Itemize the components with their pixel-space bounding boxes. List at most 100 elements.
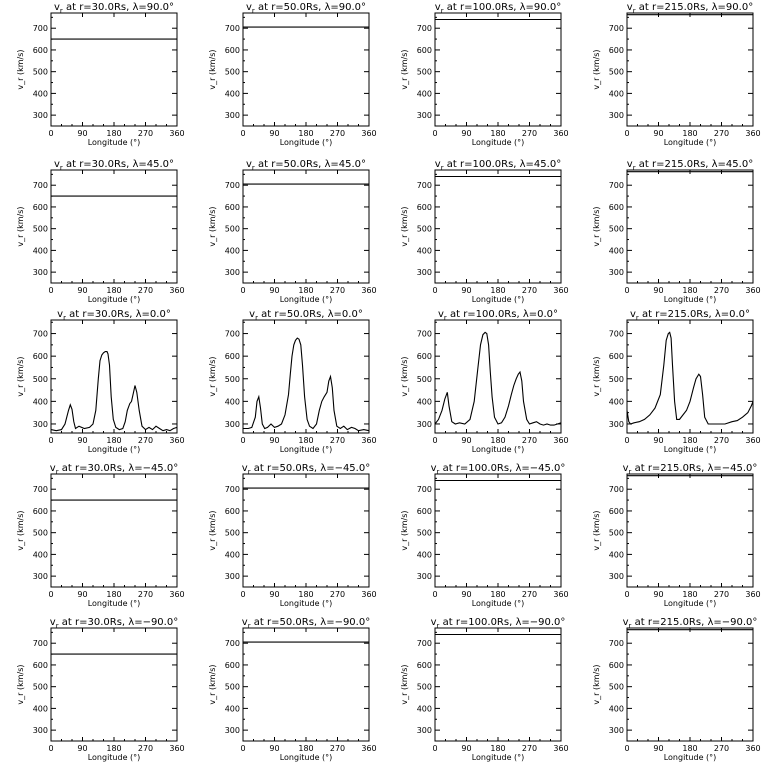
x-tick-label: 90 <box>269 129 279 138</box>
x-tick-label: 270 <box>714 744 729 753</box>
panel-title-rest: at r=50.0Rs, λ=−45.0° <box>251 463 371 474</box>
y-tick-label: 400 <box>417 246 432 255</box>
plot-frame <box>242 473 370 588</box>
y-tick-label: 700 <box>609 181 624 190</box>
x-tick-label: 90 <box>269 436 279 445</box>
x-tick-label: 360 <box>169 744 184 753</box>
panel-title: vr at r=215.0Rs, λ=90.0° <box>627 2 753 15</box>
y-tick-label: 400 <box>609 89 624 98</box>
y-axis-label: v_r (km/s) <box>208 510 217 550</box>
plot-frame <box>434 627 562 742</box>
y-tick-label: 500 <box>33 225 48 234</box>
panel-title-v: v <box>627 159 633 170</box>
x-tick-label: 180 <box>490 436 505 445</box>
y-axis-label: v_r (km/s) <box>592 49 601 89</box>
panel-title-sub: r <box>252 7 255 15</box>
panel-title-v: v <box>435 159 441 170</box>
y-tick-label: 400 <box>225 89 240 98</box>
y-axis-label: v_r (km/s) <box>16 664 25 704</box>
y-tick-label: 500 <box>225 375 240 384</box>
panel-title-v: v <box>50 617 56 628</box>
panel-title: vr at r=30.0Rs, λ=0.0° <box>57 309 171 322</box>
y-axis-label: v_r (km/s) <box>592 356 601 396</box>
y-tick-label: 300 <box>609 572 624 581</box>
panel-title-rest: at r=30.0Rs, λ=−90.0° <box>59 617 179 628</box>
plot-frame <box>434 169 562 284</box>
plot-frame <box>626 627 754 742</box>
y-tick-label: 400 <box>609 550 624 559</box>
panel-4-0: vr at r=30.0Rs, λ=−90.0° 0 90 180 270 360 300 4… <box>16 617 185 762</box>
y-tick-label: 600 <box>417 203 432 212</box>
x-tick-label: 180 <box>682 286 697 295</box>
x-tick-label: 90 <box>461 590 471 599</box>
x-tick-label: 360 <box>169 436 184 445</box>
x-tick-label: 0 <box>48 744 53 753</box>
y-tick-label: 600 <box>33 203 48 212</box>
x-tick-label: 360 <box>553 590 568 599</box>
y-tick-label: 300 <box>609 420 624 429</box>
x-tick-label: 270 <box>138 744 153 753</box>
x-tick-label: 90 <box>269 590 279 599</box>
y-tick-label: 500 <box>33 529 48 538</box>
x-tick-label: 180 <box>298 590 313 599</box>
y-tick-label: 400 <box>609 397 624 406</box>
y-tick-label: 300 <box>225 726 240 735</box>
x-axis-label: Longitude (°) <box>664 138 717 147</box>
x-tick-label: 360 <box>169 590 184 599</box>
panel-title: vr at r=100.0Rs, λ=90.0° <box>435 2 561 15</box>
y-tick-label: 600 <box>417 507 432 516</box>
panel-3-1: vr at r=50.0Rs, λ=−45.0° 0 90 180 270 360 300 4… <box>208 463 377 608</box>
x-axis-label: Longitude (°) <box>472 753 525 762</box>
panel-title-v: v <box>246 159 252 170</box>
x-tick-label: 0 <box>432 286 437 295</box>
panel-title-rest: at r=30.0Rs, λ=45.0° <box>63 159 174 170</box>
panel-title-rest: at r=30.0Rs, λ=−45.0° <box>59 463 179 474</box>
y-tick-label: 500 <box>417 683 432 692</box>
panel-2-1: vr at r=50.0Rs, λ=0.0° 0 90 180 270 360 300 400… <box>208 309 377 454</box>
plot-frame <box>626 169 754 284</box>
y-axis-label: v_r (km/s) <box>400 49 409 89</box>
y-tick-label: 400 <box>417 89 432 98</box>
y-tick-label: 400 <box>225 550 240 559</box>
x-tick-label: 0 <box>624 286 629 295</box>
x-tick-label: 90 <box>653 744 663 753</box>
panel-title-rest: at r=215.0Rs, λ=0.0° <box>639 309 750 320</box>
y-tick-label: 700 <box>225 330 240 339</box>
panel-title-sub: r <box>437 622 440 630</box>
y-tick-label: 500 <box>225 68 240 77</box>
x-tick-label: 360 <box>169 286 184 295</box>
y-tick-label: 500 <box>33 683 48 692</box>
y-tick-label: 700 <box>33 639 48 648</box>
panel-title-rest: at r=100.0Rs, λ=0.0° <box>447 309 558 320</box>
panel-title-rest: at r=30.0Rs, λ=90.0° <box>63 2 174 13</box>
y-tick-label: 500 <box>609 375 624 384</box>
series-line <box>434 331 562 426</box>
series-line <box>626 331 754 425</box>
x-tick-label: 90 <box>653 129 663 138</box>
y-axis-label: v_r (km/s) <box>16 356 25 396</box>
y-tick-label: 500 <box>225 225 240 234</box>
panel-3-3: vr at r=215.0Rs, λ=−45.0° 0 90 180 270 360 300… <box>592 463 761 608</box>
y-tick-label: 700 <box>33 330 48 339</box>
panel-title-sub: r <box>248 468 251 476</box>
x-tick-label: 0 <box>48 436 53 445</box>
y-tick-label: 500 <box>609 683 624 692</box>
x-axis-label: Longitude (°) <box>664 445 717 454</box>
x-axis-label: Longitude (°) <box>472 445 525 454</box>
x-tick-label: 90 <box>461 129 471 138</box>
x-tick-label: 270 <box>138 436 153 445</box>
panel-title: vr at r=215.0Rs, λ=−45.0° <box>623 463 758 476</box>
y-tick-label: 400 <box>417 704 432 713</box>
x-tick-label: 0 <box>432 590 437 599</box>
y-tick-label: 400 <box>609 246 624 255</box>
panel-title-v: v <box>57 309 63 320</box>
x-tick-label: 360 <box>553 129 568 138</box>
x-tick-label: 360 <box>745 590 760 599</box>
panel-2-3: vr at r=215.0Rs, λ=0.0° 0 90 180 270 360 300 40… <box>592 309 761 454</box>
y-tick-label: 700 <box>225 24 240 33</box>
panel-0-2: vr at r=100.0Rs, λ=90.0° 0 90 180 270 360 300 4… <box>400 2 569 147</box>
panel-title-sub: r <box>60 164 63 172</box>
panel-title-v: v <box>630 309 636 320</box>
x-tick-label: 180 <box>298 744 313 753</box>
x-axis-label: Longitude (°) <box>88 295 141 304</box>
